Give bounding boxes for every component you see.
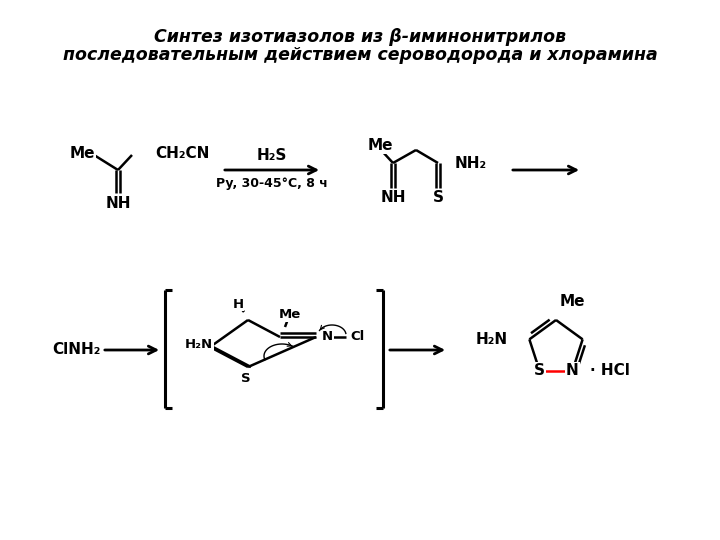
Text: ClNH₂: ClNH₂ [52, 342, 100, 357]
Text: Me: Me [279, 308, 301, 321]
Text: Me: Me [560, 294, 585, 309]
Text: H₂N: H₂N [185, 338, 213, 350]
Text: NH₂: NH₂ [455, 156, 487, 171]
Text: S: S [241, 373, 251, 386]
Text: последовательным действием сероводорода и хлорамина: последовательным действием сероводорода … [63, 46, 657, 64]
Text: Py, 30-45°C, 8 ч: Py, 30-45°C, 8 ч [216, 178, 328, 191]
Text: CH₂CN: CH₂CN [155, 145, 210, 160]
Text: S: S [534, 363, 545, 378]
Text: NH: NH [380, 190, 406, 205]
Text: NH: NH [105, 195, 131, 211]
Text: H: H [233, 298, 243, 310]
Text: S: S [433, 190, 444, 205]
Text: Me: Me [368, 138, 394, 153]
Text: H₂S: H₂S [257, 147, 287, 163]
Text: H₂N: H₂N [475, 332, 508, 347]
Text: N: N [322, 330, 333, 343]
Text: Синтез изотиазолов из β-иминонитрилов: Синтез изотиазолов из β-иминонитрилов [154, 28, 566, 46]
Text: N: N [566, 363, 579, 378]
Text: · HCl: · HCl [590, 363, 630, 378]
Text: Cl: Cl [350, 330, 364, 343]
Text: Me: Me [69, 145, 95, 160]
